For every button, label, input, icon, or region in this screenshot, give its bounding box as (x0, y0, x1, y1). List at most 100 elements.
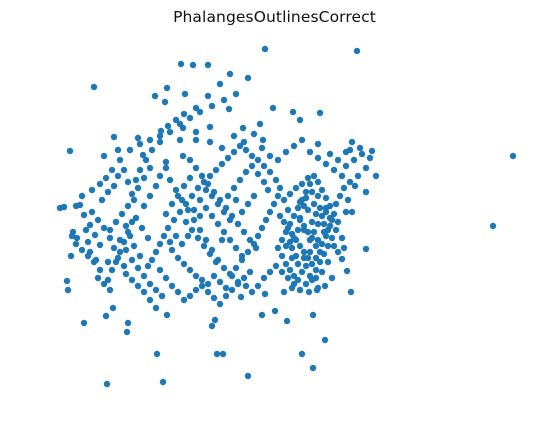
scatter-point (274, 192, 282, 200)
scatter-point (258, 311, 266, 319)
scatter-point (156, 266, 164, 274)
scatter-point (282, 260, 290, 268)
scatter-point (192, 164, 200, 172)
scatter-point (328, 274, 336, 282)
scatter-point (214, 200, 222, 208)
scatter-point (318, 186, 326, 194)
scatter-point (186, 292, 194, 300)
scatter-point (218, 160, 226, 168)
scatter-point (236, 176, 244, 184)
scatter-point (308, 260, 316, 268)
scatter-point (330, 210, 338, 218)
scatter-point (208, 102, 216, 110)
scatter-point (284, 206, 292, 214)
scatter-point (260, 162, 268, 170)
scatter-point (224, 192, 232, 200)
scatter-point (308, 234, 316, 242)
scatter-point (214, 220, 222, 228)
scatter-point (220, 228, 228, 236)
scatter-point (305, 288, 313, 296)
scatter-point (198, 172, 206, 180)
scatter-point (104, 258, 112, 266)
scatter-point (254, 156, 262, 164)
scatter-point (96, 180, 104, 188)
scatter-point (122, 222, 130, 230)
scatter-point (304, 228, 312, 236)
scatter-point (316, 204, 324, 212)
scatter-point (178, 240, 186, 248)
scatter-point (324, 258, 332, 266)
scatter-point (156, 172, 164, 180)
scatter-point (128, 190, 136, 198)
scatter-point (208, 322, 216, 330)
scatter-point (120, 166, 128, 174)
scatter-point (239, 124, 247, 132)
scatter-point (174, 288, 182, 296)
scatter-point (296, 242, 304, 250)
scatter-point (172, 232, 180, 240)
scatter-point (80, 211, 88, 219)
scatter-point (302, 188, 310, 196)
scatter-point (130, 242, 138, 250)
scatter-point (162, 274, 170, 282)
scatter-point (186, 174, 194, 182)
scatter-point (238, 252, 246, 260)
scatter-point (73, 234, 81, 242)
scatter-point (246, 268, 254, 276)
scatter-point (228, 286, 236, 294)
scatter-point (258, 224, 266, 232)
scatter-point (264, 186, 272, 194)
chart-title: PhalangesOutlinesCorrect (173, 8, 376, 26)
scatter-point (302, 194, 310, 202)
scatter-point (346, 178, 354, 186)
scatter-point (289, 108, 297, 116)
scatter-point (192, 128, 200, 136)
scatter-point (334, 248, 342, 256)
scatter-point (162, 158, 170, 166)
scatter-point (322, 194, 330, 202)
scatter-point (90, 83, 98, 91)
scatter-point (163, 84, 171, 92)
scatter-point (280, 218, 288, 226)
scatter-point (188, 226, 196, 234)
scatter-point (286, 190, 294, 198)
scatter-point (124, 202, 132, 210)
scatter-point (152, 182, 160, 190)
scatter-point (250, 130, 258, 138)
scatter-point (146, 280, 154, 288)
scatter-point (202, 236, 210, 244)
scatter-point (278, 236, 286, 244)
scatter-point (188, 192, 196, 200)
scatter-point (336, 192, 344, 200)
scatter-point (340, 184, 348, 192)
scatter-point (248, 152, 256, 160)
scatter-point (248, 288, 256, 296)
scatter-point (308, 188, 316, 196)
scatter-point (202, 186, 210, 194)
scatter-point (316, 109, 324, 117)
scatter-point (300, 202, 308, 210)
scatter-point (310, 200, 318, 208)
scatter-point (278, 252, 286, 260)
scatter-point (314, 192, 322, 200)
scatter-point (109, 304, 117, 312)
scatter-point (332, 200, 340, 208)
scatter-point (244, 200, 252, 208)
scatter-point (260, 274, 268, 282)
scatter-point (216, 278, 224, 286)
scatter-point (320, 220, 328, 228)
scatter-point (240, 138, 248, 146)
scatter-point (290, 280, 298, 288)
scatter-point (298, 180, 306, 188)
scatter-point (148, 146, 156, 154)
scatter-point (272, 262, 280, 270)
scatter-point (196, 196, 204, 204)
scatter-point (192, 136, 200, 144)
scatter-point (290, 212, 298, 220)
scatter-point (250, 192, 258, 200)
points-layer (56, 45, 517, 388)
scatter-point (116, 248, 124, 256)
scatter-point (132, 176, 140, 184)
scatter-point (296, 216, 304, 224)
scatter-point (298, 268, 306, 276)
